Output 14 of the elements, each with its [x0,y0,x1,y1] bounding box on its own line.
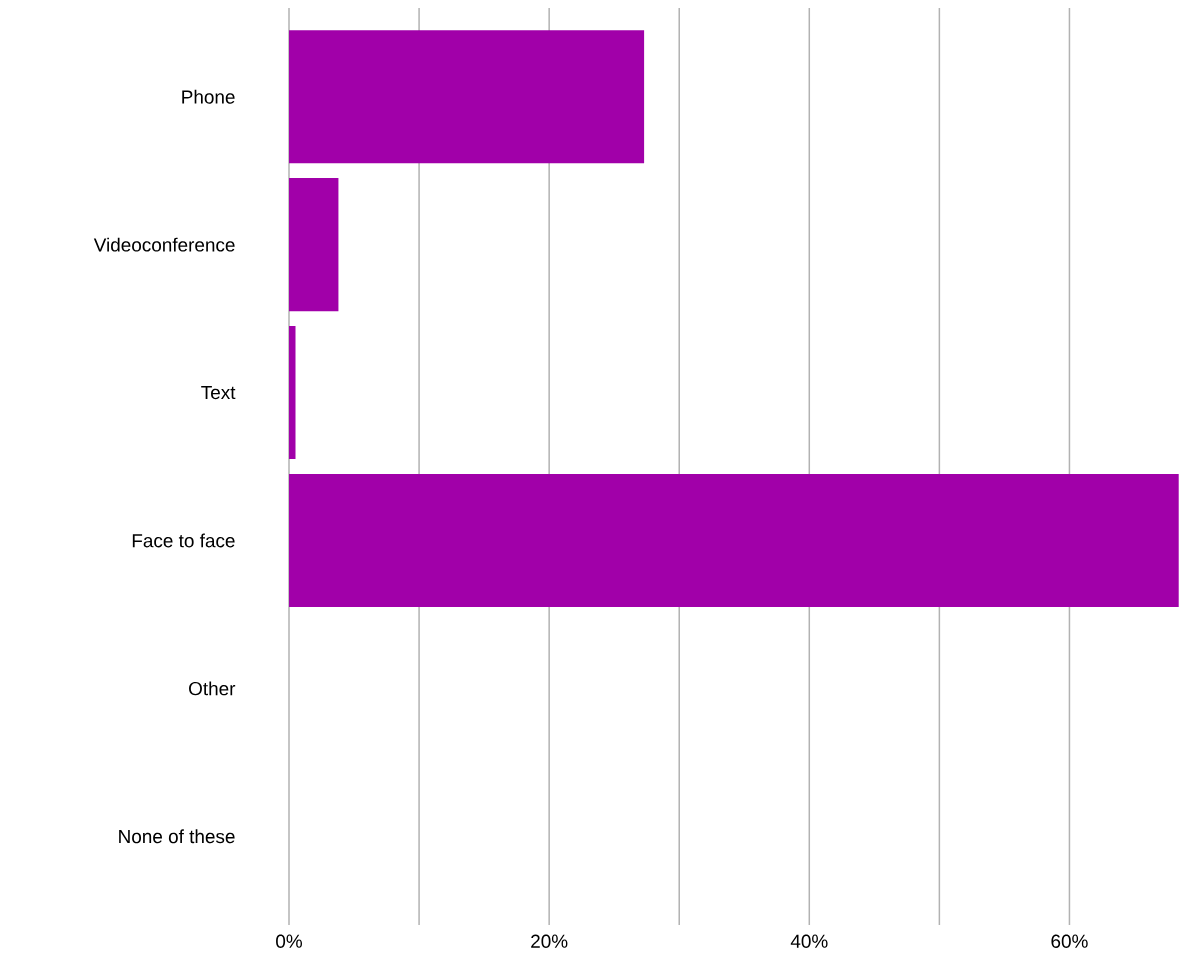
bar [289,473,1179,608]
bar [289,326,296,460]
x-tick-label: 60% [1051,934,1088,948]
bar [289,178,339,312]
y-tick-label: Videoconference [93,237,235,252]
y-tick-label: Face to face [132,533,235,548]
bar [289,30,645,164]
y-tick-label: Text [201,385,236,400]
y-tick-label: Phone [182,89,235,104]
x-tick-label: 20% [531,934,568,948]
y-tick-label: None of these [119,829,235,844]
x-tick-label: 40% [790,934,828,948]
x-tick-label: 0% [276,934,302,948]
y-tick-label: Other [189,681,236,696]
